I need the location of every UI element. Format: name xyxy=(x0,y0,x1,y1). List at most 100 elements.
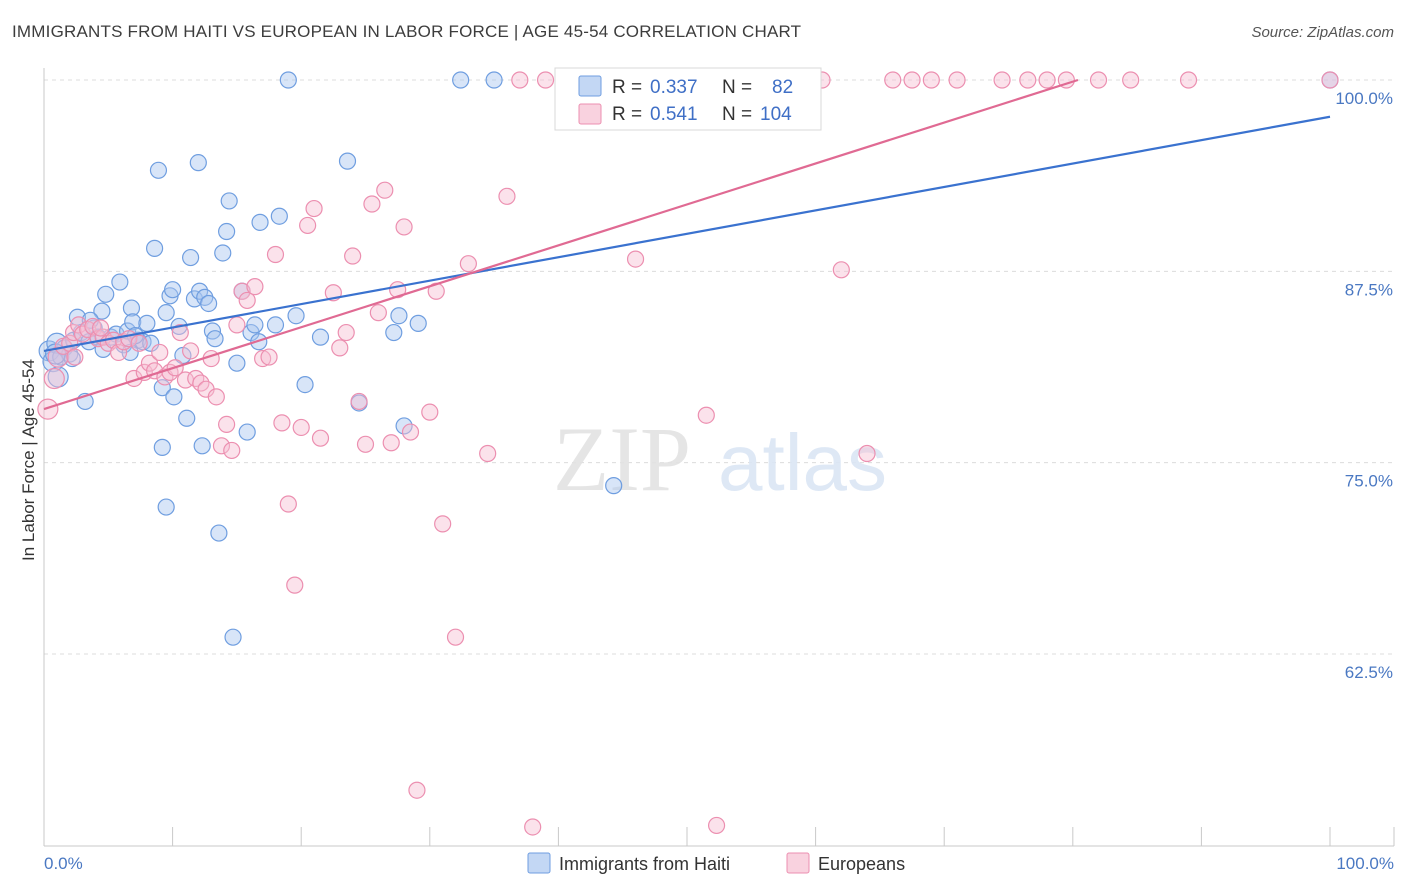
europeans-point xyxy=(707,816,726,835)
legend-r-label-europeans: R = xyxy=(612,104,642,125)
europeans-point xyxy=(536,71,555,89)
legend-swatch-europeans xyxy=(578,103,602,125)
haiti-point xyxy=(178,409,196,427)
legend-n-value-europeans: 104 xyxy=(760,104,792,125)
europeans-point xyxy=(233,282,251,300)
europeans-point xyxy=(395,218,413,236)
europeans-point xyxy=(626,250,645,268)
haiti-point xyxy=(296,376,314,394)
europeans-point xyxy=(858,444,876,463)
europeans-point xyxy=(922,71,940,89)
europeans-point xyxy=(207,388,225,406)
europeans-point xyxy=(273,414,291,432)
europeans-point xyxy=(434,515,452,533)
legend-r-value-haiti: 0.337 xyxy=(650,77,698,98)
haiti-point xyxy=(338,152,357,170)
x-tick-label-max: 100.0% xyxy=(1336,854,1394,873)
europeans-point xyxy=(171,323,189,342)
europeans-point xyxy=(408,781,426,799)
series-haiti-points xyxy=(38,71,1339,646)
source-credit: Source: ZipAtlas.com xyxy=(1251,24,1394,41)
series-legend-swatch-haiti xyxy=(527,852,551,874)
europeans-point xyxy=(344,247,362,265)
axes xyxy=(43,68,1394,847)
europeans-point xyxy=(292,418,310,437)
haiti-point xyxy=(270,207,288,225)
watermark: ZIP atlas xyxy=(553,408,887,510)
europeans-point xyxy=(421,403,439,421)
haiti-point xyxy=(409,314,427,332)
europeans-point xyxy=(459,255,477,273)
haiti-point xyxy=(246,316,264,334)
europeans-point xyxy=(279,495,297,513)
legend-swatch-haiti xyxy=(578,75,602,97)
europeans-point xyxy=(228,316,246,334)
haiti-point xyxy=(279,71,297,89)
europeans-point xyxy=(511,71,529,89)
haiti-point xyxy=(111,273,129,291)
y-tick-label: 75.0% xyxy=(1345,472,1393,491)
europeans-point xyxy=(948,71,966,89)
haiti-point xyxy=(157,304,175,322)
grid-lines xyxy=(44,79,1394,655)
haiti-point xyxy=(153,379,171,397)
europeans-point xyxy=(1179,71,1198,89)
haiti-point xyxy=(311,328,330,346)
haiti-point xyxy=(182,248,200,267)
europeans-point xyxy=(1321,71,1339,89)
europeans-point xyxy=(331,339,349,357)
europeans-point xyxy=(350,392,368,411)
haiti-point xyxy=(149,161,168,179)
europeans-point xyxy=(1122,71,1140,89)
europeans-point xyxy=(37,398,59,420)
haiti-point xyxy=(124,313,142,331)
europeans-point xyxy=(66,348,84,366)
haiti-point xyxy=(164,281,182,299)
legend-n-label-europeans: N = xyxy=(722,104,752,125)
haiti-point xyxy=(238,423,256,441)
haiti-point xyxy=(452,71,470,89)
y-tick-label: 100.0% xyxy=(1335,89,1393,108)
europeans-point xyxy=(254,349,272,368)
europeans-point xyxy=(238,291,256,310)
trend-line-europeans xyxy=(43,78,1079,411)
haiti-point xyxy=(122,299,141,317)
series-legend-label-europeans: Europeans xyxy=(818,854,905,874)
x-tick-label-min: 0.0% xyxy=(44,854,83,873)
haiti-point xyxy=(206,330,224,348)
haiti-point xyxy=(189,154,207,172)
stats-legend: R = 0.337 N = 82 R = 0.541 N = 104 xyxy=(554,67,822,131)
europeans-point xyxy=(218,415,236,433)
trend-lines xyxy=(43,78,1331,411)
europeans-point xyxy=(305,199,323,218)
europeans-point xyxy=(286,576,304,594)
europeans-point xyxy=(43,367,65,390)
europeans-point xyxy=(130,334,148,352)
europeans-point xyxy=(223,441,241,460)
haiti-point xyxy=(97,285,115,303)
haiti-point xyxy=(287,307,305,325)
legend-r-value-europeans: 0.541 xyxy=(650,104,698,125)
europeans-point xyxy=(498,187,516,205)
haiti-point xyxy=(93,302,111,320)
europeans-point xyxy=(182,342,200,360)
haiti-point xyxy=(145,239,164,257)
europeans-point xyxy=(376,181,394,199)
europeans-point xyxy=(884,71,902,89)
haiti-point xyxy=(228,354,246,372)
europeans-point xyxy=(151,343,169,362)
europeans-point xyxy=(299,216,317,235)
europeans-point xyxy=(246,278,264,296)
europeans-point xyxy=(47,346,69,368)
europeans-point xyxy=(524,818,542,836)
y-tick-label: 62.5% xyxy=(1345,663,1393,682)
haiti-point xyxy=(605,477,623,495)
europeans-point xyxy=(993,71,1011,89)
europeans-point xyxy=(266,245,285,264)
europeans-point xyxy=(401,423,420,441)
haiti-point xyxy=(485,71,503,89)
europeans-point xyxy=(1019,71,1037,89)
europeans-point xyxy=(832,261,850,279)
europeans-point xyxy=(1038,71,1056,89)
